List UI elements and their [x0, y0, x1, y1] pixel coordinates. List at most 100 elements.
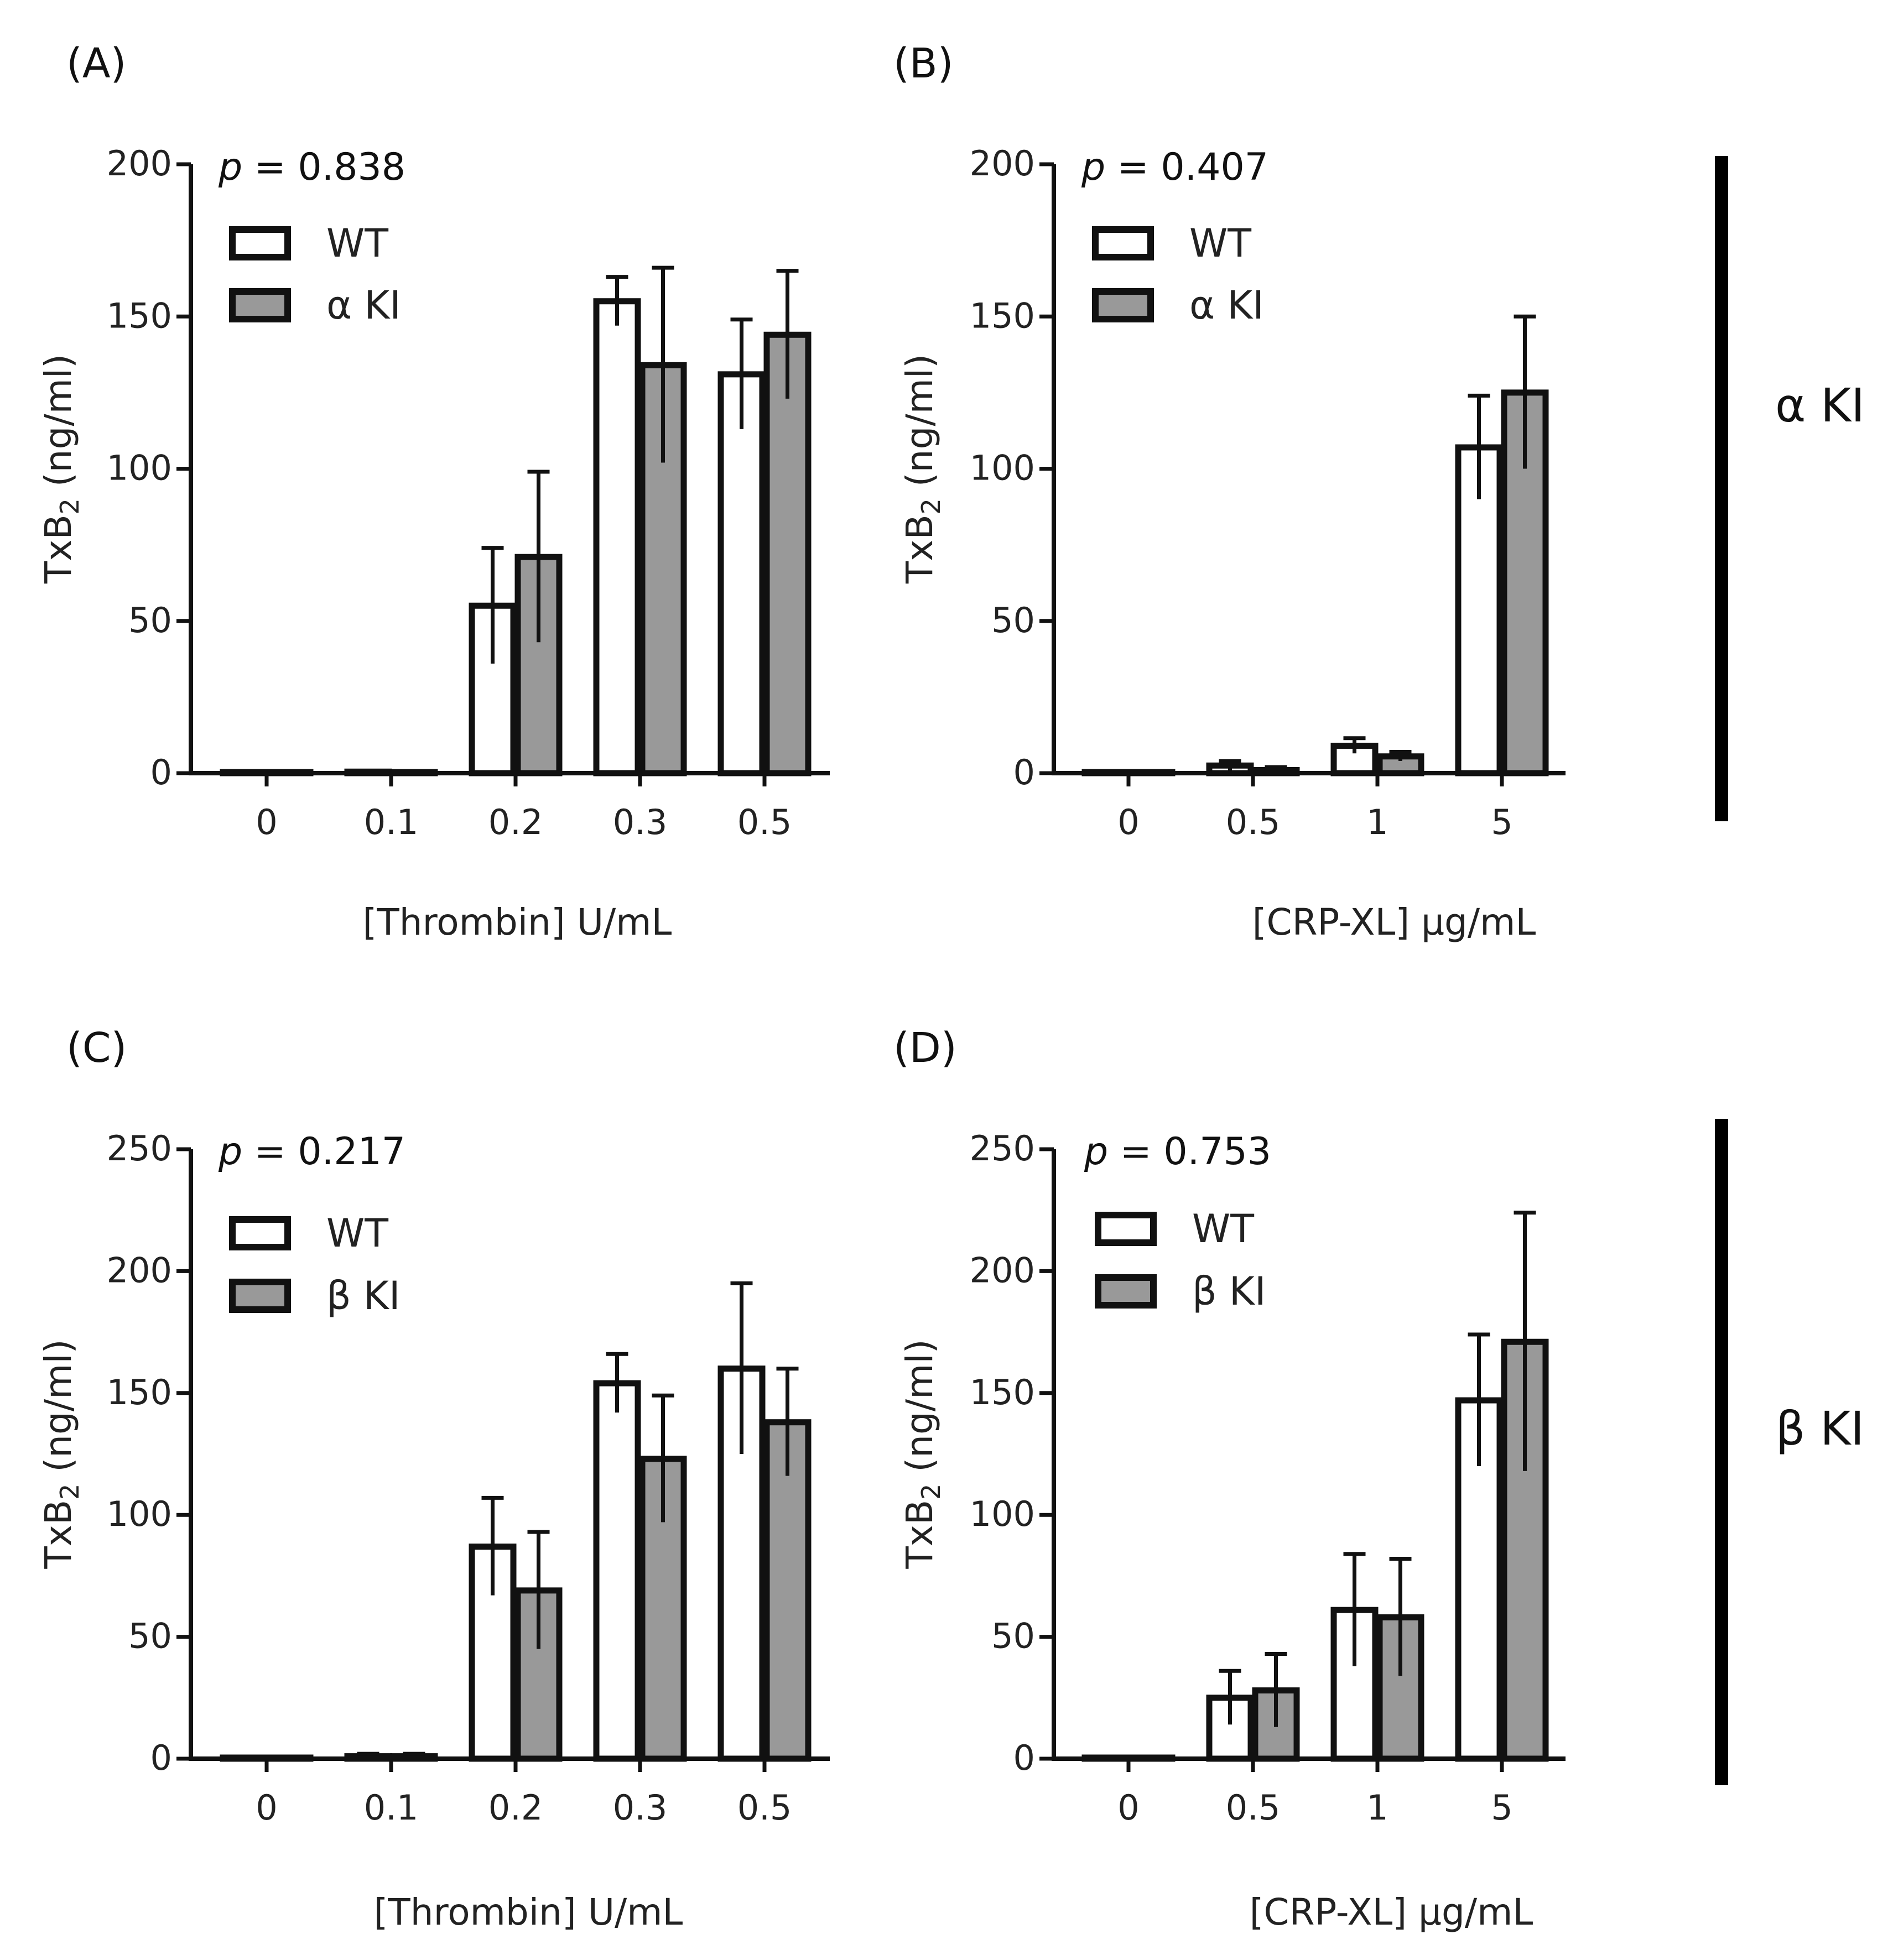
legend-label: WT	[326, 1211, 388, 1256]
x-axis-label: [Thrombin] U/mL	[363, 901, 672, 943]
legend-swatch	[1095, 1212, 1157, 1246]
x-tick-label: 0	[1117, 1787, 1139, 1828]
y-axis-label-unit: (ng/ml)	[37, 354, 80, 498]
x-tick-label: 0.5	[737, 802, 792, 842]
x-axis-label: [Thrombin] U/mL	[374, 1891, 683, 1933]
x-tick-label: 0.3	[613, 1787, 668, 1828]
y-axis-label-main: TxB	[898, 514, 941, 584]
y-axis-label-subscript: 2	[55, 1484, 85, 1500]
y-axis-label-subscript: 2	[916, 498, 946, 514]
x-tick-label: 0.2	[488, 1787, 543, 1828]
y-axis-label-unit: (ng/ml)	[898, 1339, 941, 1483]
x-tick-label: 5	[1491, 802, 1512, 842]
y-tick-label: 100	[107, 1494, 172, 1534]
legend-label: WT	[1189, 221, 1251, 266]
y-axis-label-subscript: 2	[916, 1484, 946, 1500]
p-value-symbol: p	[218, 145, 242, 189]
y-tick-label: 50	[991, 1616, 1035, 1656]
y-tick-label: 50	[128, 600, 172, 640]
y-axis-label-unit: (ng/ml)	[37, 1339, 80, 1483]
y-tick-label: 200	[107, 143, 172, 184]
y-tick-label: 150	[970, 295, 1035, 336]
y-tick-label: 0	[150, 1738, 172, 1778]
x-tick-label: 0.5	[1226, 1787, 1281, 1828]
bar-β-ki-0	[266, 1754, 314, 1762]
x-tick-label: 0.1	[364, 802, 419, 842]
y-tick-label: 150	[107, 1372, 172, 1412]
p-value: p = 0.838	[218, 145, 405, 189]
y-axis-label: TxB2 (ng/ml)	[37, 1339, 85, 1569]
legend-label: β KI	[326, 1273, 400, 1318]
bar-wt-0	[1081, 1754, 1130, 1762]
y-axis-label-unit: (ng/ml)	[898, 354, 941, 498]
legend-swatch	[1092, 288, 1154, 322]
p-value: p = 0.753	[1084, 1130, 1271, 1174]
y-tick-label: 100	[970, 1494, 1035, 1534]
bar-wt-0	[220, 1754, 268, 1762]
bar-wt-0.3	[593, 1380, 641, 1762]
x-tick-label: 0.2	[488, 802, 543, 842]
side-label-alpha-ki: α KI	[1775, 378, 1865, 432]
p-value: p = 0.407	[1081, 145, 1268, 189]
x-tick-label: 0	[256, 1787, 277, 1828]
bar-wt-0	[1081, 769, 1130, 776]
bar-α-ki-0	[266, 769, 314, 776]
y-tick-label: 250	[107, 1128, 172, 1169]
legend-label: WT	[326, 221, 388, 266]
p-value: p = 0.217	[218, 1130, 405, 1174]
legend-label: α KI	[326, 283, 401, 328]
y-tick-label: 200	[970, 1250, 1035, 1290]
x-tick-label: 0	[1117, 802, 1139, 842]
x-tick-label: 5	[1491, 1787, 1512, 1828]
legend-swatch	[229, 288, 291, 322]
y-tick-label: 200	[970, 143, 1035, 184]
legend-swatch	[229, 1279, 291, 1313]
bar-α-ki-0	[1127, 769, 1176, 776]
legend-label: α KI	[1189, 283, 1264, 328]
panel-a: (A) 0 50 100 150 200 TxB2 (ng/ml) [Thrombin] U/…	[37, 40, 830, 943]
y-tick-label: 100	[107, 448, 172, 488]
y-axis-label-main: TxB	[898, 1500, 941, 1570]
p-value-symbol: p	[1084, 1130, 1108, 1174]
panel-letter: (D)	[893, 1024, 957, 1072]
x-tick-label: 1	[1366, 1787, 1388, 1828]
x-tick-label: 1	[1366, 802, 1388, 842]
bar-β-ki-0	[1127, 1754, 1176, 1762]
x-tick-label: 0.5	[1226, 802, 1281, 842]
p-value-number: = 0.753	[1108, 1130, 1271, 1174]
y-tick-label: 50	[128, 1616, 172, 1656]
bar-wt-0.5	[717, 371, 766, 776]
panel-letter: (B)	[893, 40, 954, 87]
y-tick-label: 0	[1013, 752, 1035, 793]
y-tick-label: 50	[991, 600, 1035, 640]
y-tick-label: 250	[970, 1128, 1035, 1169]
legend-swatch	[229, 226, 291, 260]
p-value-number: = 0.217	[242, 1130, 405, 1174]
y-tick-label: 200	[107, 1250, 172, 1290]
panel-c: (C) 0 50 100 150 200 250 TxB2 (ng/ml) [Thrombin]…	[37, 1024, 830, 1933]
p-value-number: = 0.407	[1105, 145, 1268, 189]
y-tick-label: 150	[970, 1372, 1035, 1412]
bar-wt-1	[1330, 1607, 1379, 1762]
legend-swatch	[229, 1216, 291, 1250]
y-tick-label: 0	[1013, 1738, 1035, 1778]
y-tick-label: 100	[970, 448, 1035, 488]
side-label-beta-ki: β KI	[1776, 1401, 1864, 1456]
x-tick-label: 0.1	[364, 1787, 419, 1828]
panel-letter: (A)	[66, 40, 126, 87]
p-value-symbol: p	[218, 1130, 242, 1174]
panel-letter: (C)	[66, 1024, 127, 1072]
y-axis-label: TxB2 (ng/ml)	[37, 354, 85, 584]
y-axis-label-subscript: 2	[55, 498, 85, 514]
bar-wt-0.3	[593, 298, 641, 776]
legend-swatch	[1092, 226, 1154, 260]
p-value-number: = 0.838	[242, 145, 405, 189]
bar-wt-0	[220, 769, 268, 776]
x-axis-label: [CRP-XL] μg/mL	[1250, 1891, 1533, 1933]
y-tick-label: 0	[150, 752, 172, 793]
y-axis-label: TxB2 (ng/ml)	[898, 354, 946, 584]
